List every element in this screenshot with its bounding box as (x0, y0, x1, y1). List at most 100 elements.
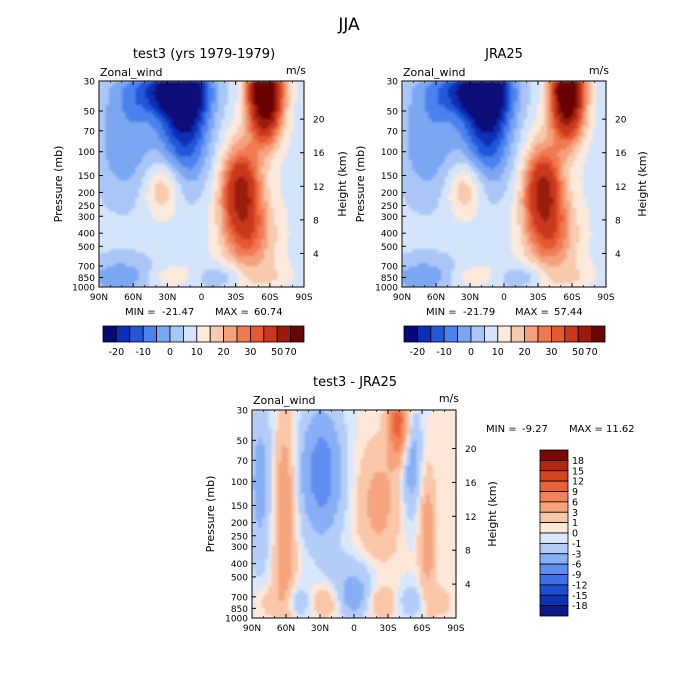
field-cell (231, 266, 236, 271)
field-cell (168, 98, 173, 103)
field-cell (188, 156, 193, 161)
field-cell (214, 91, 219, 96)
field-cell (428, 135, 433, 140)
field-cell (221, 156, 226, 161)
field-cell (264, 235, 269, 240)
field-cell (297, 262, 302, 267)
field-cell (148, 269, 153, 274)
field-cell (122, 211, 127, 216)
field-cell (599, 91, 604, 96)
field-cell (165, 118, 170, 123)
field-cell (297, 204, 302, 209)
field-cell (270, 201, 275, 206)
field-cell (241, 242, 246, 247)
field-cell (234, 111, 239, 116)
field-cell (155, 118, 160, 123)
field-cell (280, 118, 285, 123)
field-cell (510, 98, 515, 103)
field-cell (218, 256, 222, 261)
field-cell (224, 118, 229, 123)
field-cell (257, 135, 262, 140)
field-cell (280, 146, 285, 151)
field-cell (201, 197, 206, 202)
field-cell (158, 242, 163, 247)
field-cell (231, 149, 236, 154)
field-cell (218, 125, 222, 130)
field-cell (168, 180, 173, 185)
field-cell (132, 94, 136, 99)
field-cell (138, 242, 143, 247)
field-cell (504, 101, 508, 106)
field-cell (294, 98, 298, 103)
field-cell (254, 91, 259, 96)
field-cell (457, 125, 462, 130)
field-cell (191, 87, 196, 92)
field-cell (234, 180, 239, 185)
y-tick-label: 700 (78, 263, 95, 273)
field-cell (448, 122, 452, 127)
field-cell (118, 129, 123, 134)
field-cell (148, 163, 153, 168)
field-cell (297, 163, 302, 168)
field-cell (261, 190, 265, 195)
field-cell (204, 101, 209, 106)
field-cell (261, 273, 265, 278)
field-cell (467, 129, 472, 134)
field-cell (280, 187, 285, 192)
field-cell (184, 170, 189, 175)
colorbar-swatch (290, 325, 305, 343)
field-cell (297, 166, 302, 171)
field-cell (168, 208, 173, 213)
field-cell (175, 87, 179, 92)
y-tick-label: 250 (78, 202, 95, 212)
field-cell (148, 142, 153, 147)
field-cell (188, 262, 193, 267)
field-cell (125, 105, 130, 110)
field-cell (132, 159, 136, 164)
field-cell (221, 139, 226, 144)
field-cell (284, 218, 289, 223)
field-cell (247, 283, 252, 287)
field-cell (211, 91, 216, 96)
field-cell (184, 118, 189, 123)
field-cell (418, 101, 423, 106)
field-cell (194, 276, 199, 281)
field-cell (138, 156, 143, 161)
field-cell (214, 132, 219, 137)
field-cell (191, 280, 196, 285)
field-cell (284, 184, 289, 189)
field-cell (102, 94, 107, 99)
field-cell (471, 132, 475, 137)
field-cell (204, 259, 209, 264)
field-cell (135, 170, 140, 175)
field-cell (270, 197, 275, 202)
field-cell (234, 262, 239, 267)
field-cell (168, 266, 173, 271)
field-cell (171, 242, 176, 247)
field-cell (530, 105, 535, 110)
field-cell (241, 132, 246, 137)
field-cell (221, 135, 226, 140)
field-cell (484, 101, 489, 106)
field-cell (135, 218, 140, 223)
field-cell (214, 266, 219, 271)
field-cell (421, 139, 426, 144)
field-cell (158, 87, 163, 92)
field-cell (448, 135, 452, 140)
y-tick-label: 500 (78, 243, 95, 253)
field-cell (102, 184, 107, 189)
field-cell (145, 81, 150, 86)
field-cell (125, 208, 130, 213)
field-cell (122, 249, 127, 254)
field-cell (141, 101, 146, 106)
field-cell (454, 135, 459, 140)
field-cell (264, 122, 269, 127)
field-cell (188, 81, 193, 86)
field-cell (237, 84, 242, 89)
field-cell (237, 146, 242, 151)
field-cell (145, 129, 150, 134)
field-cell (274, 163, 279, 168)
field-cell (141, 276, 146, 281)
field-cell (194, 132, 199, 137)
field-cell (105, 256, 110, 261)
